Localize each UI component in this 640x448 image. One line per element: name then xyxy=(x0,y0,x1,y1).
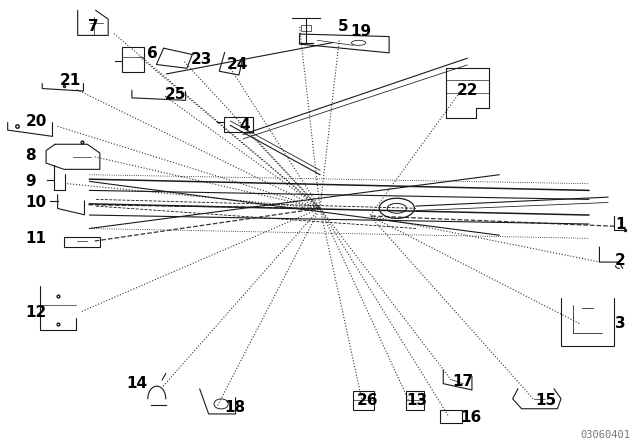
Text: 12: 12 xyxy=(26,305,47,320)
Text: 26: 26 xyxy=(357,393,379,409)
Bar xyxy=(353,391,374,409)
Text: 23: 23 xyxy=(191,52,212,67)
Text: 7: 7 xyxy=(88,19,99,34)
Text: 22: 22 xyxy=(457,83,479,98)
Text: 03060401: 03060401 xyxy=(580,430,630,440)
Text: 18: 18 xyxy=(224,400,245,415)
Text: 6: 6 xyxy=(147,46,158,61)
Text: 8: 8 xyxy=(26,148,36,164)
Bar xyxy=(122,47,144,72)
Bar xyxy=(64,237,100,247)
Bar xyxy=(225,117,253,132)
Bar xyxy=(301,25,311,31)
Text: 24: 24 xyxy=(227,57,248,73)
Bar xyxy=(406,391,424,409)
Text: 5: 5 xyxy=(338,19,349,34)
Text: 9: 9 xyxy=(26,174,36,189)
Text: 19: 19 xyxy=(351,24,372,39)
Text: 15: 15 xyxy=(536,393,557,409)
Text: 20: 20 xyxy=(26,114,47,129)
Bar xyxy=(440,410,461,423)
Text: 2: 2 xyxy=(615,253,626,268)
Text: 21: 21 xyxy=(60,73,81,88)
Text: 13: 13 xyxy=(406,393,428,409)
Text: 4: 4 xyxy=(239,118,250,133)
Text: 14: 14 xyxy=(126,376,147,392)
Text: 16: 16 xyxy=(461,410,482,425)
Text: 10: 10 xyxy=(26,195,47,210)
Text: 1: 1 xyxy=(616,217,626,233)
Text: 3: 3 xyxy=(615,316,626,331)
Text: 17: 17 xyxy=(452,374,474,389)
Text: 25: 25 xyxy=(165,86,186,102)
Text: 11: 11 xyxy=(26,231,47,246)
